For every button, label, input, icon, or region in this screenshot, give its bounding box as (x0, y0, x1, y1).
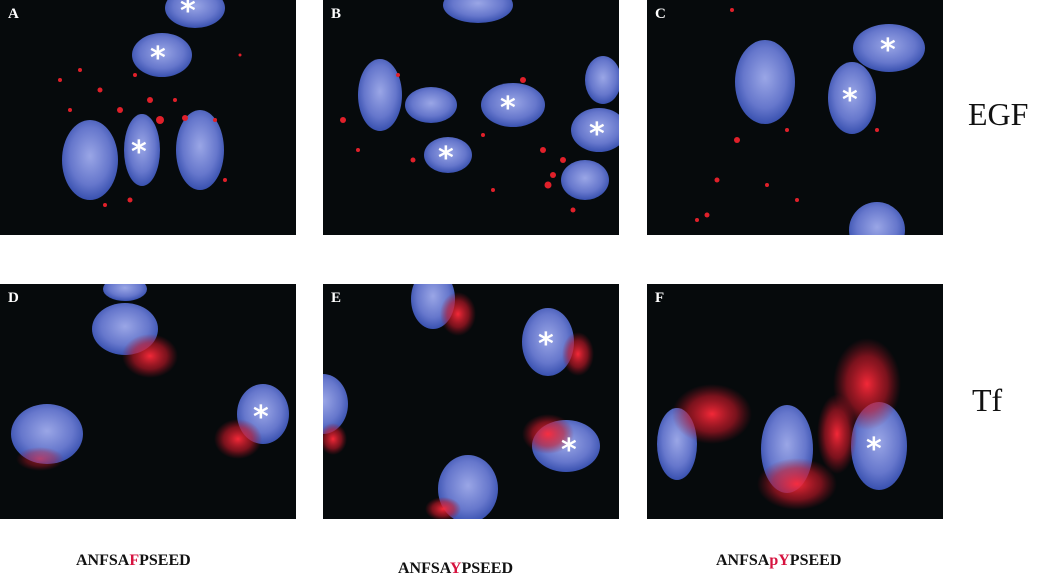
panel-e: * * E (323, 284, 619, 519)
panel-label: F (655, 290, 665, 306)
sequence-residue: pY (769, 552, 790, 569)
micrograph-d: * (11, 284, 289, 471)
svg-text:*: * (131, 135, 147, 170)
row-label-tf: Tf (972, 382, 1003, 418)
sequence-suffix: PSEED (461, 560, 514, 577)
micrograph-f: * (657, 338, 907, 510)
sequence-caption-2: ANFSAYPSEED (398, 560, 513, 578)
svg-text:*: * (180, 0, 196, 29)
panel-label: B (331, 6, 342, 22)
panel-d: * D (0, 284, 296, 519)
sequence-prefix: ANFSA (716, 552, 770, 569)
panel-label: E (331, 290, 342, 306)
panel-label: C (655, 6, 666, 22)
micrograph-e: * * (323, 284, 600, 519)
panel-label: D (8, 290, 19, 306)
row-label-egf: EGF (968, 96, 1029, 132)
sequence-residue: F (129, 552, 140, 569)
micrograph-c: * * (695, 8, 925, 235)
sequence-caption-3: ANFSApYPSEED (716, 552, 841, 570)
sequence-caption-1: ANFSAFPSEED (76, 552, 191, 570)
svg-text:*: * (866, 432, 882, 467)
sequence-suffix: PSEED (789, 552, 842, 569)
sequence-residue: Y (449, 560, 462, 577)
svg-text:*: * (589, 117, 605, 152)
sequence-suffix: PSEED (139, 552, 191, 569)
svg-text:*: * (842, 83, 858, 118)
panel-a: * * * A (0, 0, 296, 235)
svg-text:*: * (253, 400, 269, 435)
svg-text:*: * (880, 33, 896, 68)
panel-c: * * C (647, 0, 943, 235)
svg-text:*: * (438, 141, 454, 176)
panel-b: * * * B (323, 0, 619, 235)
panel-label: A (8, 6, 19, 22)
svg-text:*: * (150, 41, 166, 76)
panel-f: * F (647, 284, 943, 519)
micrograph-b: * * * (340, 0, 619, 213)
sequence-prefix: ANFSA (398, 560, 450, 577)
micrograph-a: * * * (58, 0, 242, 207)
svg-text:*: * (538, 327, 554, 362)
svg-text:*: * (500, 91, 516, 126)
svg-text:*: * (561, 433, 577, 468)
sequence-prefix: ANFSA (76, 552, 130, 569)
